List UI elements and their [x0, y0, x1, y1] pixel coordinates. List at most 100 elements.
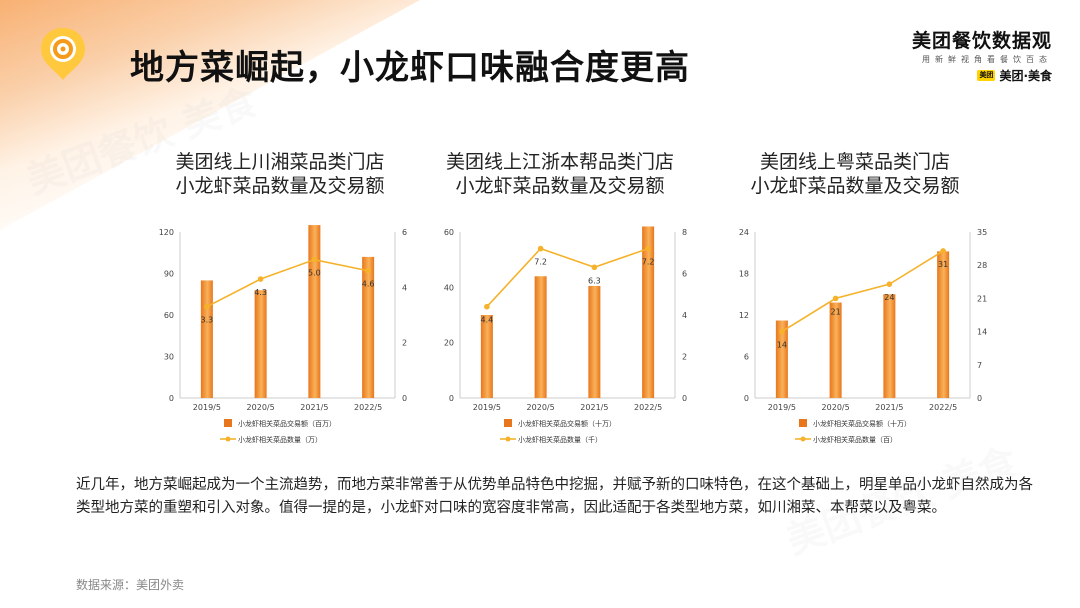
left-tick-label: 30	[164, 353, 174, 362]
legend-bar-swatch	[224, 419, 232, 427]
bar	[200, 280, 213, 398]
bar	[775, 320, 788, 398]
x-tick-label: 2022/5	[634, 403, 662, 412]
chart-plot: 0 30 60 90 120 0 2 4 6 2019/5 2020/5 2021/5 2022/5 3.…	[159, 225, 407, 444]
legend-bar-swatch	[799, 419, 807, 427]
line-point	[779, 328, 785, 335]
chart-title: 美团线上江浙本帮品类门店 小龙虾菜品数量及交易额	[420, 150, 700, 198]
chart-title: 美团线上粤菜品类门店 小龙虾菜品数量及交易额	[715, 150, 995, 198]
right-tick-label: 35	[977, 228, 987, 237]
x-tick-label: 2021/5	[300, 403, 328, 412]
chart-title-line1: 美团线上江浙本帮品类门店	[445, 151, 674, 173]
data-label: 31	[938, 260, 948, 269]
legend-line-label: 小龙虾相关菜品数量（万）	[238, 435, 322, 444]
location-pin-logo-icon	[41, 28, 85, 80]
legend-bar-label: 小龙虾相关菜品交易额（十万）	[813, 419, 911, 428]
line-series	[781, 250, 944, 333]
right-tick-label: 14	[977, 328, 987, 337]
x-tick-label: 2019/5	[768, 403, 796, 412]
data-source: 数据来源：美团外卖	[76, 578, 185, 592]
chart-title-line2: 小龙虾菜品数量及交易额	[455, 175, 665, 197]
line-point	[886, 281, 893, 287]
right-tick-label: 21	[977, 294, 987, 303]
chart-title-line1: 美团线上粤菜品类门店	[759, 151, 950, 173]
chart-cantonese: 美团线上粤菜品类门店 小龙虾菜品数量及交易额 0 6 12 18 24 0 7 14 21 28 3…	[715, 150, 995, 450]
right-tick-label: 0	[682, 394, 687, 403]
line-series	[486, 247, 649, 308]
bar	[308, 225, 321, 398]
brand-slogan: 用新鲜视角看餐饮百态	[922, 55, 1052, 64]
legend-bar-label: 小龙虾相关菜品交易额（百万）	[238, 419, 336, 428]
left-tick-label: 18	[739, 270, 749, 279]
right-tick-label: 0	[402, 394, 407, 403]
bar	[254, 290, 267, 398]
data-label: 5.0	[308, 269, 321, 278]
legend-line-marker	[800, 436, 806, 442]
right-tick-label: 4	[402, 283, 407, 292]
line-point	[311, 256, 318, 263]
left-tick-label: 20	[444, 339, 454, 348]
x-tick-label: 2020/5	[822, 403, 850, 412]
legend-bar-label: 小龙虾相关菜品交易额（十万）	[518, 419, 616, 428]
data-label: 4.6	[362, 280, 375, 289]
bar	[480, 315, 493, 398]
x-tick-label: 2019/5	[193, 403, 221, 412]
left-tick-label: 120	[159, 228, 174, 237]
data-label: 24	[884, 293, 894, 302]
brand-name: 美团餐饮数据观	[911, 30, 1052, 52]
x-tick-label: 2021/5	[875, 403, 903, 412]
left-tick-label: 40	[444, 283, 454, 292]
legend-line-marker	[225, 436, 231, 442]
bar	[642, 226, 655, 398]
legend-bar-swatch	[504, 419, 512, 427]
line-point	[645, 245, 651, 252]
line-point	[484, 303, 490, 310]
x-tick-label: 2021/5	[580, 403, 608, 412]
x-tick-label: 2020/5	[247, 403, 275, 412]
left-tick-label: 60	[164, 311, 174, 320]
data-label: 4.3	[254, 288, 267, 297]
chart-plot: 0 6 12 18 24 0 7 14 21 28 35 2019/5 2020/5 2021/5 2022…	[739, 228, 987, 444]
line-point	[204, 303, 210, 310]
legend-line-label: 小龙虾相关菜品数量（千）	[518, 435, 602, 444]
x-tick-label: 2022/5	[929, 403, 957, 412]
data-label: 3.3	[201, 316, 214, 325]
line-point	[591, 264, 598, 271]
right-tick-label: 6	[402, 228, 407, 237]
brand-sub-label: 美团·美食	[999, 69, 1052, 83]
line-point	[940, 248, 946, 254]
line-point	[537, 245, 544, 252]
brand-badge: 美团	[977, 70, 996, 81]
chart-title-line2: 小龙虾菜品数量及交易额	[750, 175, 960, 197]
left-tick-label: 90	[164, 270, 174, 279]
chart-title: 美团线上川湘菜品类门店 小龙虾菜品数量及交易额	[140, 150, 420, 198]
right-tick-label: 8	[682, 228, 687, 237]
x-tick-label: 2022/5	[354, 403, 382, 412]
data-label: 21	[831, 307, 841, 316]
bar	[588, 285, 601, 398]
x-tick-label: 2020/5	[527, 403, 555, 412]
right-tick-label: 2	[682, 353, 687, 362]
page-title: 地方菜崛起，小龙虾口味融合度更高	[130, 48, 690, 88]
bar	[534, 276, 547, 398]
bar	[362, 256, 375, 398]
line-point	[832, 295, 839, 302]
left-tick-label: 0	[449, 394, 454, 403]
left-tick-label: 60	[444, 228, 454, 237]
data-label: 14	[777, 341, 787, 350]
left-tick-label: 0	[169, 394, 174, 403]
x-tick-label: 2019/5	[473, 403, 501, 412]
line-point	[365, 267, 371, 274]
legend-line-label: 小龙虾相关菜品数量（百）	[813, 435, 897, 444]
bar	[829, 302, 842, 398]
data-label: 6.3	[588, 276, 601, 285]
chart-title-line2: 小龙虾菜品数量及交易额	[175, 175, 385, 197]
right-tick-label: 6	[682, 270, 687, 279]
right-tick-label: 2	[402, 339, 407, 348]
data-label: 7.2	[642, 258, 655, 267]
bar	[937, 251, 950, 398]
right-tick-label: 7	[977, 361, 982, 370]
chart-sichuan-hunan: 美团线上川湘菜品类门店 小龙虾菜品数量及交易额 0 30 60 90 120 0 2 4 6 20…	[140, 150, 420, 450]
chart-title-line1: 美团线上川湘菜品类门店	[175, 151, 385, 173]
chart-jiangzhe: 美团线上江浙本帮品类门店 小龙虾菜品数量及交易额 0 20 40 60 0 2 4 6 8 201…	[420, 150, 700, 450]
